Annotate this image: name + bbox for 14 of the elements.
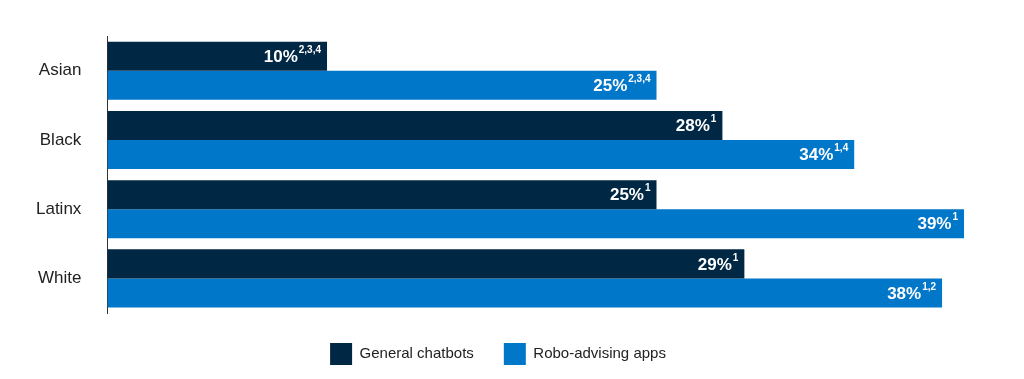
bar [107,249,745,279]
bar [107,41,328,71]
y-tick-label: White [37,268,82,288]
y-tick-label: Asian [38,60,82,80]
y-tick-label: Latinx [35,198,82,218]
y-tick-label: Black [39,129,82,149]
legend-label: Robo-advising apps [533,344,666,362]
bar [107,278,943,308]
bar [107,110,723,140]
bar [107,209,965,239]
bar [107,70,657,100]
legend-label: General chatbots [359,344,474,362]
bar [107,180,657,210]
bar [107,140,855,170]
